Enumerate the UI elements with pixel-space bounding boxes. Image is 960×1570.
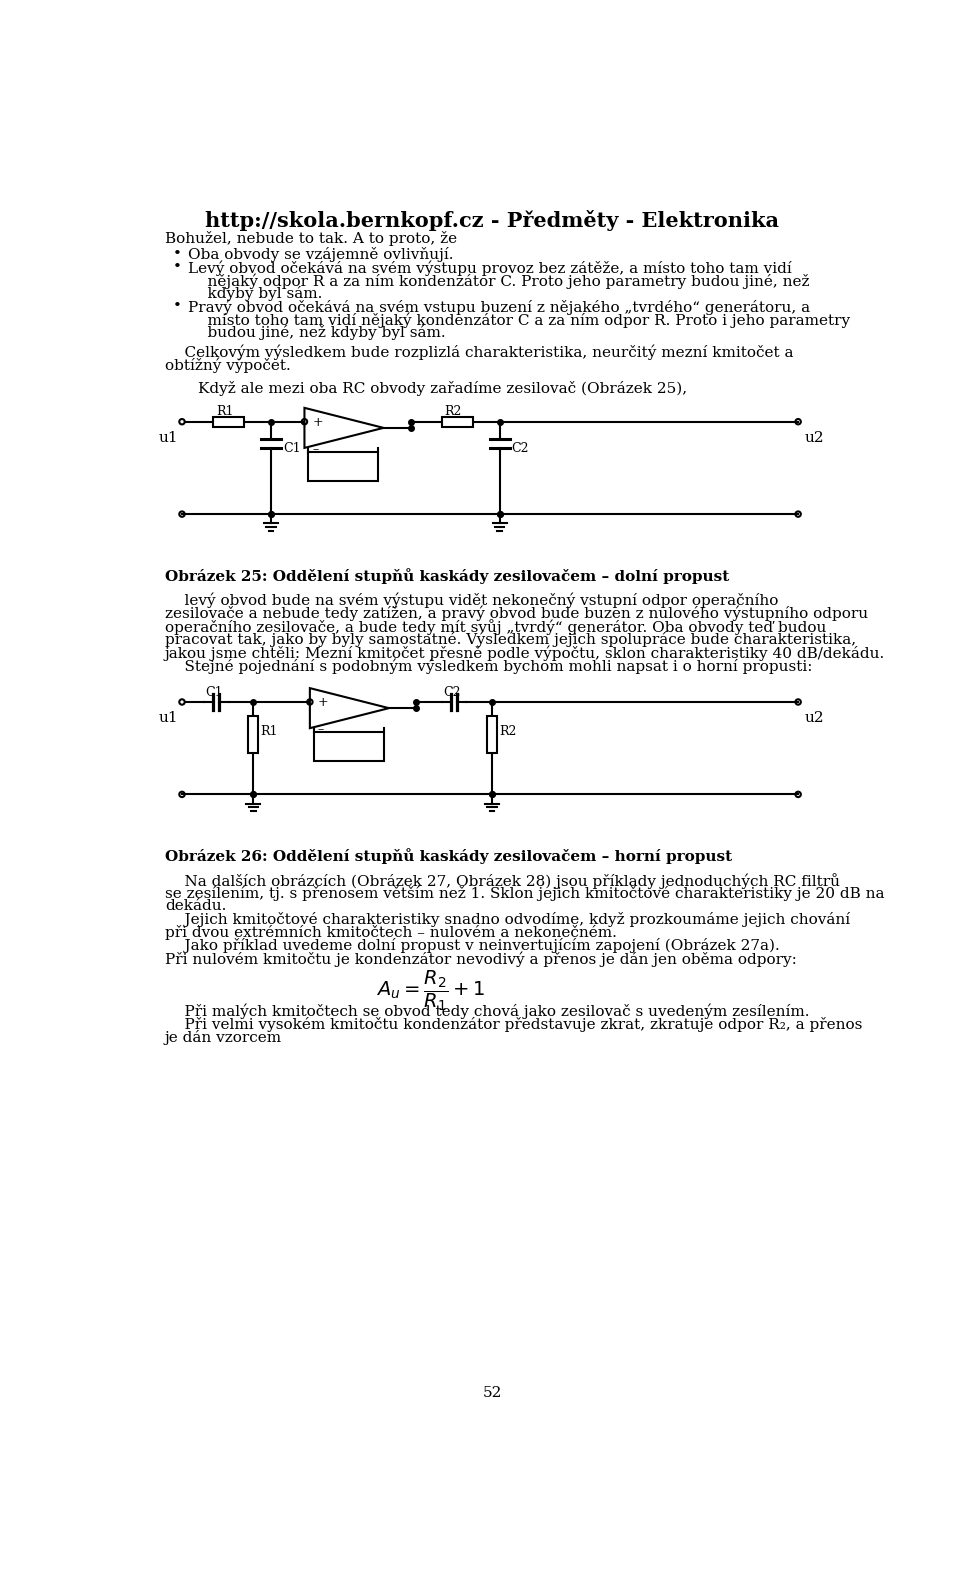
Text: u2: u2 — [804, 711, 824, 725]
Text: Obrázek 25: Oddělení stupňů kaskády zesilovačem – dolní propust: Obrázek 25: Oddělení stupňů kaskády zesi… — [165, 568, 730, 584]
Bar — [442, 416, 472, 427]
Text: se zesílením, tj. s přenosem větším než 1. Sklon jejich kmitočtové charakteristi: se zesílením, tj. s přenosem větším než … — [165, 885, 884, 901]
Text: •: • — [173, 261, 181, 275]
Text: R2: R2 — [499, 725, 516, 738]
Text: 52: 52 — [482, 1386, 502, 1400]
Text: levý obvod bude na svém výstupu vidět nekonečný vstupní odpor operačního: levý obvod bude na svém výstupu vidět ne… — [165, 592, 779, 608]
Bar — [308, 452, 378, 480]
Text: obtížný výpočet.: obtížný výpočet. — [165, 358, 291, 374]
Text: $A_u = \dfrac{R_2}{R_1} + 1$: $A_u = \dfrac{R_2}{R_1} + 1$ — [375, 969, 485, 1013]
Text: http://skola.bernkopf.cz - Předměty - Elektronika: http://skola.bernkopf.cz - Předměty - El… — [205, 210, 779, 231]
Text: Celkovým výsledkem bude rozplizlá charakteristika, neurčitý mezní kmitočet a: Celkovým výsledkem bude rozplizlá charak… — [165, 345, 794, 360]
Text: Na dalších obrázcích (Obrázek 27, Obrázek 28) jsou příklady jednoduchých RC filt: Na dalších obrázcích (Obrázek 27, Obráze… — [165, 873, 840, 889]
Text: –: – — [312, 443, 319, 457]
Text: +: + — [312, 416, 323, 429]
Text: u1: u1 — [158, 430, 179, 444]
Text: u2: u2 — [804, 430, 824, 444]
Text: budou jiné, než kdyby byl sám.: budou jiné, než kdyby byl sám. — [188, 325, 445, 341]
Text: R2: R2 — [444, 405, 462, 418]
Bar — [249, 716, 258, 752]
Polygon shape — [304, 408, 383, 447]
Text: Jako příklad uvedeme dolní propust v neinvertujícím zapojení (Obrázek 27a).: Jako příklad uvedeme dolní propust v nei… — [165, 939, 780, 953]
Text: místo toho tam vidí nějaký kondenzátor C a za ním odpor R. Proto i jeho parametr: místo toho tam vidí nějaký kondenzátor C… — [188, 312, 851, 328]
Bar — [487, 716, 497, 752]
Text: Při nulovém kmitočtu je kondenzátor nevodivý a přenos je dán jen oběma odpory:: Při nulovém kmitočtu je kondenzátor nevo… — [165, 951, 797, 967]
Text: R1: R1 — [261, 725, 278, 738]
Text: •: • — [173, 300, 181, 314]
Text: nějaký odpor R a za ním kondenzátor C. Proto jeho parametry budou jiné, než: nějaký odpor R a za ním kondenzátor C. P… — [188, 273, 809, 289]
Text: Při velmi vysokém kmitočtu kondenzátor představuje zkrat, zkratuje odpor R₂, a p: Při velmi vysokém kmitočtu kondenzátor p… — [165, 1017, 862, 1031]
Text: •: • — [173, 246, 181, 261]
Text: Stejné pojednání s podobným výsledkem bychom mohli napsat i o horní propusti:: Stejné pojednání s podobným výsledkem by… — [165, 658, 812, 674]
Text: kdyby byl sám.: kdyby byl sám. — [188, 286, 323, 301]
Text: R1: R1 — [216, 405, 233, 418]
Text: pracovat tak, jako by byly samostatné. Výsledkem jejich spolupráce bude charakte: pracovat tak, jako by byly samostatné. V… — [165, 631, 856, 647]
Text: při dvou extrémních kmitočtech – nulovém a nekonečném.: při dvou extrémních kmitočtech – nulovém… — [165, 925, 617, 940]
Text: C1: C1 — [283, 441, 300, 455]
Text: Když ale mezi oba RC obvody zařadíme zesilovač (Obrázek 25),: Když ale mezi oba RC obvody zařadíme zes… — [198, 382, 686, 396]
Bar — [314, 732, 383, 761]
Text: C1: C1 — [205, 686, 223, 699]
Text: zesilovače a nebude tedy zatížen, a pravý obvod bude buzen z nulového výstupního: zesilovače a nebude tedy zatížen, a prav… — [165, 606, 868, 622]
Text: –: – — [318, 724, 324, 736]
Text: +: + — [318, 696, 328, 708]
Text: Oba obvody se vzájemně ovlivňují.: Oba obvody se vzájemně ovlivňují. — [188, 246, 454, 262]
Text: jakou jsme chtěli: Mezní kmitočet přesně podle výpočtu, sklon charakteristiky 40: jakou jsme chtěli: Mezní kmitočet přesně… — [165, 645, 885, 661]
Text: je dán vzorcem: je dán vzorcem — [165, 1030, 282, 1046]
Text: dekádu.: dekádu. — [165, 900, 227, 914]
Text: operačního zesilovače, a bude tedy mít svůj „tvrdý“ generátor. Oba obvody teď bu: operačního zesilovače, a bude tedy mít s… — [165, 619, 827, 634]
Polygon shape — [310, 688, 389, 728]
Text: C2: C2 — [512, 441, 529, 455]
Text: C2: C2 — [444, 686, 461, 699]
Text: Jejich kmitočtové charakteristiky snadno odvodíme, když prozkoumáme jejich chová: Jejich kmitočtové charakteristiky snadno… — [165, 912, 850, 928]
Text: Levý obvod očekává na svém výstupu provoz bez zátěže, a místo toho tam vidí: Levý obvod očekává na svém výstupu provo… — [188, 261, 792, 275]
Text: Obrázek 26: Oddělení stupňů kaskády zesilovačem – horní propust: Obrázek 26: Oddělení stupňů kaskády zesi… — [165, 848, 732, 864]
Text: Při malých kmitočtech se obvod tedy chová jako zesilovač s uvedeným zesílením.: Při malých kmitočtech se obvod tedy chov… — [165, 1003, 809, 1019]
Text: u1: u1 — [158, 711, 179, 725]
Text: Bohužel, nebude to tak. A to proto, že: Bohužel, nebude to tak. A to proto, že — [165, 231, 457, 246]
Text: Pravý obvod očekává na svém vstupu buzení z nějakého „tvrdého“ generátoru, a: Pravý obvod očekává na svém vstupu buzen… — [188, 300, 810, 314]
Bar — [213, 416, 244, 427]
